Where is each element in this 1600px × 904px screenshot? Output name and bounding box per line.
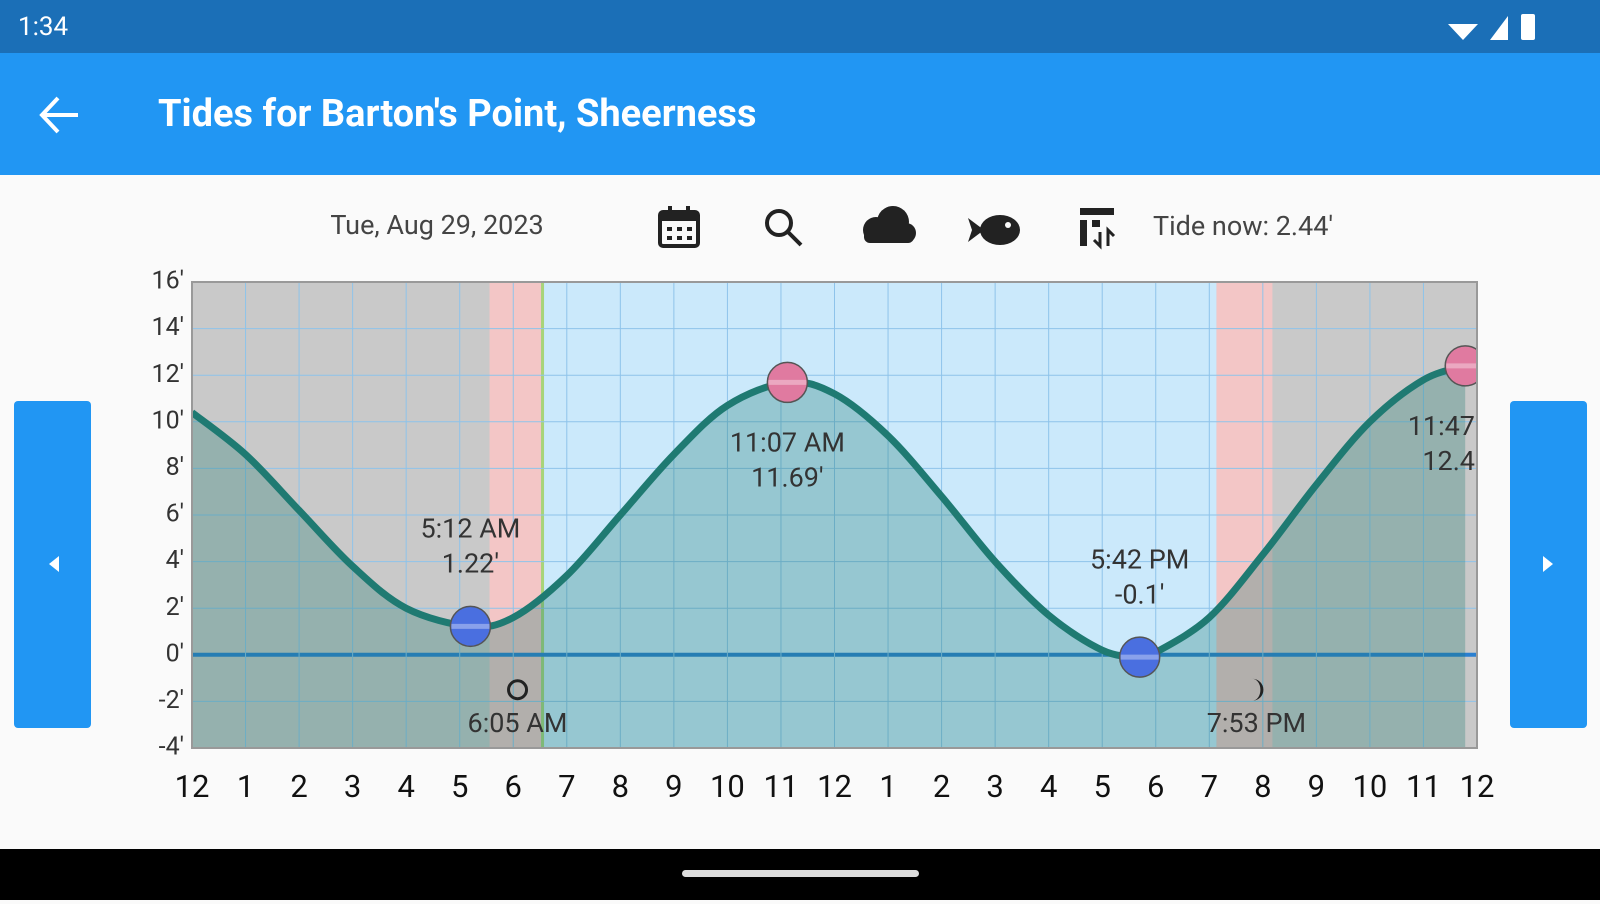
extreme-time: 11:47: [1408, 410, 1475, 442]
x-tick-label: 12: [1460, 768, 1495, 805]
x-tick-label: 8: [612, 768, 629, 805]
sunrise-icon: [507, 679, 529, 701]
x-tick-label: 2: [290, 768, 307, 805]
x-tick-label: 1: [237, 768, 254, 805]
status-icons: [1448, 14, 1535, 40]
x-tick-label: 4: [1040, 768, 1057, 805]
y-tick-label: 14': [152, 313, 184, 342]
x-tick-label: 5: [1093, 768, 1110, 805]
back-button[interactable]: [39, 96, 78, 134]
x-tick-label: 1: [879, 768, 896, 805]
x-tick-label: 11: [1406, 768, 1441, 805]
tide-now: Tide now: 2.44': [1153, 210, 1333, 242]
date-label[interactable]: Tue, Aug 29, 2023: [330, 209, 543, 241]
y-tick-label: 8': [166, 453, 184, 482]
sunset-time: 7:53 PM: [1207, 707, 1306, 739]
y-tick-label: 4': [166, 546, 184, 575]
sunset-icon: [1252, 678, 1264, 701]
x-tick-label: 7: [558, 768, 575, 805]
x-tick-label: 3: [344, 768, 361, 805]
status-bar: [0, 0, 1600, 53]
extreme-marker: [1118, 636, 1161, 678]
x-tick-label: 9: [665, 768, 682, 805]
tide-line: [192, 362, 1467, 662]
x-tick-label: 7: [1201, 768, 1218, 805]
extreme-time: 11:07 AM: [730, 427, 845, 459]
fish-icon[interactable]: [968, 215, 1020, 245]
tide-area: [192, 365, 1466, 748]
status-time: 1:34: [18, 12, 69, 42]
x-tick-label: 6: [1147, 768, 1164, 805]
x-tick-label: 11: [764, 768, 799, 805]
x-tick-label: 6: [505, 768, 522, 805]
x-tick-label: 2: [933, 768, 950, 805]
y-tick-label: 12': [152, 360, 184, 389]
x-tick-label: 12: [175, 768, 210, 805]
y-tick-label: -4': [159, 733, 184, 762]
extreme-height: 11.69': [751, 462, 824, 494]
extreme-height: -0.1': [1115, 578, 1165, 610]
extreme-marker: [1444, 345, 1477, 387]
x-tick-label: 10: [1352, 768, 1387, 805]
search-icon[interactable]: [765, 209, 803, 247]
y-tick-label: 10': [152, 406, 184, 435]
calendar-icon[interactable]: [658, 206, 700, 248]
tide-table-icon[interactable]: [1080, 208, 1116, 250]
extreme-time: 5:12 AM: [420, 512, 520, 544]
home-indicator[interactable]: [682, 870, 919, 877]
x-tick-label: 8: [1254, 768, 1271, 805]
extreme-time: 5:42 PM: [1090, 543, 1189, 575]
y-tick-label: 0': [166, 639, 184, 668]
weather-icon[interactable]: [863, 206, 916, 243]
y-tick-label: 16': [152, 267, 184, 296]
x-tick-label: 10: [710, 768, 745, 805]
extreme-marker: [449, 605, 492, 648]
next-arrow: [1543, 556, 1553, 572]
app-bar: [0, 53, 1600, 175]
sunrise-time: 6:05 AM: [468, 707, 568, 739]
x-tick-label: 12: [817, 768, 852, 805]
x-tick-label: 3: [986, 768, 1003, 805]
app-title: Tides for Barton's Point, Sheerness: [158, 92, 756, 136]
plot-border: [191, 281, 1478, 749]
previous-arrow: [49, 556, 59, 572]
extreme-height: 12.4: [1422, 445, 1475, 477]
x-tick-label: 5: [451, 768, 468, 805]
y-tick-label: -2': [159, 686, 184, 715]
y-tick-label: 6': [166, 500, 184, 529]
extreme-marker: [766, 361, 809, 404]
y-tick-label: 2': [166, 593, 184, 622]
x-tick-label: 9: [1308, 768, 1325, 805]
extreme-height: 1.22': [442, 547, 499, 579]
x-tick-label: 4: [397, 768, 414, 805]
